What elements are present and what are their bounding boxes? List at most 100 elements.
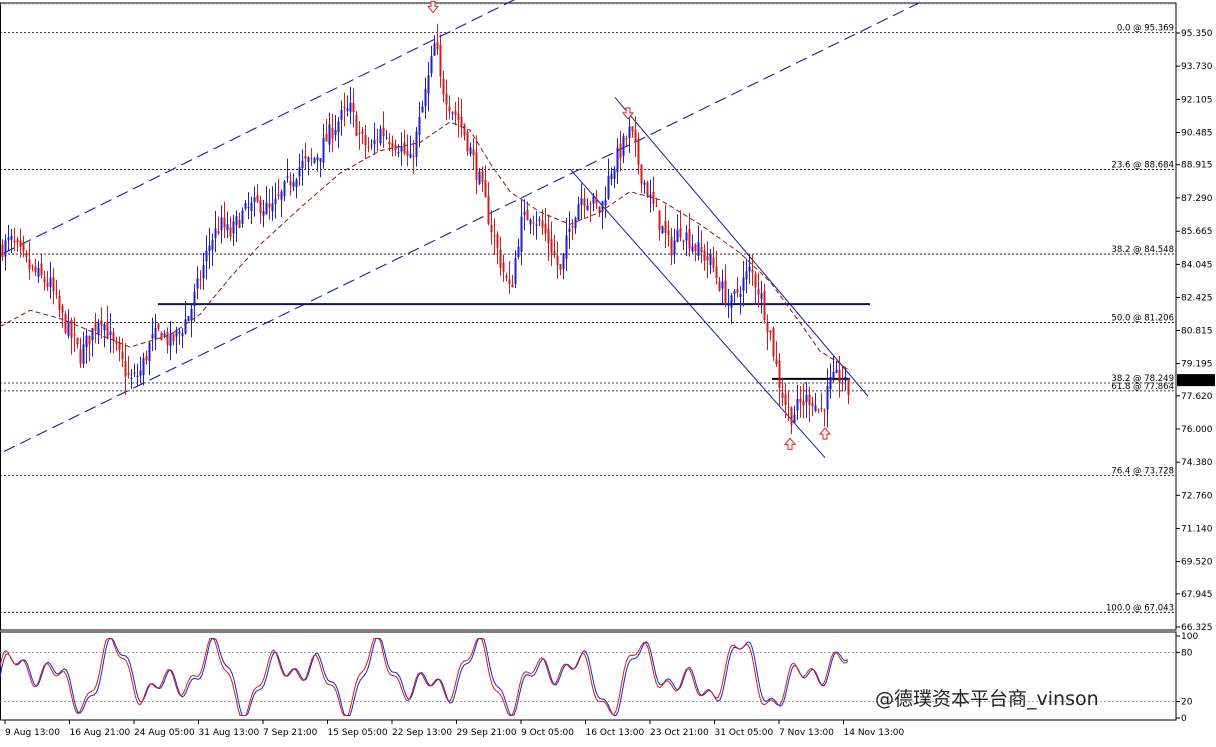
- candle-body: [259, 199, 262, 213]
- candle-body: [7, 237, 10, 240]
- candle-body: [178, 331, 181, 334]
- candle-body: [130, 378, 133, 380]
- candle-body: [145, 355, 148, 361]
- candle-body: [232, 221, 235, 234]
- x-tick-label: 9 Oct 05:00: [521, 728, 574, 738]
- y-tick-label: 95.350: [1181, 29, 1213, 39]
- candle-body: [136, 375, 139, 377]
- x-tick-label: 15 Sep 05:00: [328, 728, 388, 738]
- candle-body: [496, 234, 499, 248]
- candle-body: [247, 207, 250, 209]
- candle-body: [838, 369, 841, 382]
- candle-body: [358, 132, 361, 135]
- candle-body: [550, 238, 553, 253]
- candle-body: [739, 293, 742, 298]
- candle-body: [547, 228, 550, 244]
- candle-body: [226, 224, 229, 231]
- candle-body: [784, 394, 787, 405]
- candle-body: [679, 228, 682, 238]
- y-tick-label: 76.000: [1181, 425, 1213, 435]
- candle-body: [34, 266, 37, 273]
- candle-body: [430, 56, 433, 74]
- candle-body: [484, 179, 487, 198]
- candles: [1, 23, 850, 435]
- candle-body: [277, 194, 280, 197]
- candle-body: [541, 220, 544, 228]
- candle-body: [520, 216, 523, 252]
- candle-body: [172, 334, 175, 342]
- candle-body: [598, 206, 601, 213]
- candle-body: [778, 360, 781, 389]
- y-tick-label: 71.140: [1181, 524, 1213, 534]
- candle-body: [490, 224, 493, 233]
- x-tick-label: 7 Nov 13:00: [779, 728, 834, 738]
- candle-body: [793, 414, 796, 424]
- candle-body: [373, 140, 376, 145]
- candle-body: [406, 150, 409, 156]
- arrow-shape: [783, 437, 797, 450]
- candle-body: [610, 174, 613, 180]
- current-price-label: 78.388: [1180, 377, 1212, 387]
- candle-body: [67, 321, 70, 336]
- candle-body: [157, 323, 160, 329]
- candle-body: [493, 235, 496, 237]
- candle-body: [199, 279, 202, 281]
- candle-body: [835, 369, 838, 373]
- x-tick-label: 16 Oct 13:00: [586, 728, 645, 738]
- candle-body: [241, 210, 244, 224]
- candle-body: [661, 225, 664, 234]
- candle-body: [688, 228, 691, 249]
- candle-body: [613, 168, 616, 179]
- candle-body: [337, 121, 340, 133]
- price-panel-frame: [0, 2, 1177, 631]
- candle-body: [349, 102, 352, 112]
- candle-body: [262, 211, 265, 216]
- candle-body: [649, 194, 652, 197]
- candle-body: [19, 240, 22, 247]
- y-tick-label: 92.105: [1181, 95, 1213, 105]
- candle-body: [625, 138, 628, 140]
- candle-body: [169, 333, 172, 347]
- candle-body: [700, 246, 703, 252]
- fib-level-label: 0.0 @ 95.369: [1117, 24, 1174, 34]
- candle-body: [844, 376, 847, 381]
- candle-body: [616, 147, 619, 173]
- candle-body: [196, 278, 199, 289]
- candle-body: [712, 257, 715, 268]
- candle-body: [787, 406, 790, 408]
- candle-body: [385, 137, 388, 139]
- candle-body: [472, 149, 475, 156]
- candle-body: [757, 288, 760, 295]
- candle-body: [28, 259, 31, 270]
- candle-body: [322, 137, 325, 163]
- candle-body: [580, 198, 583, 205]
- candle-body: [724, 280, 727, 305]
- y-tick-label: 69.520: [1181, 558, 1213, 568]
- candle-body: [25, 252, 28, 258]
- y-tick-label: 93.730: [1181, 62, 1213, 72]
- candle-body: [88, 335, 91, 345]
- candle-body: [40, 263, 43, 276]
- candle-body: [379, 128, 382, 144]
- candle-body: [814, 405, 817, 412]
- candle-body: [766, 322, 769, 333]
- candle-body: [754, 273, 757, 288]
- stoch-tick-label: 20: [1181, 698, 1193, 708]
- candle-body: [211, 240, 214, 250]
- candle-body: [760, 293, 763, 299]
- x-tick-label: 22 Sep 13:00: [392, 728, 452, 738]
- y-tick-label: 87.290: [1181, 194, 1213, 204]
- candle-body: [223, 217, 226, 228]
- candle-body: [826, 385, 829, 410]
- candle-body: [175, 329, 178, 337]
- candle-body: [355, 114, 358, 136]
- candle-body: [436, 41, 439, 50]
- candle-body: [244, 203, 247, 209]
- candle-body: [796, 399, 799, 411]
- candle-body: [532, 222, 535, 224]
- y-tick-label: 80.815: [1181, 326, 1213, 336]
- candle-body: [229, 227, 232, 237]
- candle-body: [748, 266, 751, 272]
- candle-body: [832, 371, 835, 380]
- candle-body: [109, 331, 112, 336]
